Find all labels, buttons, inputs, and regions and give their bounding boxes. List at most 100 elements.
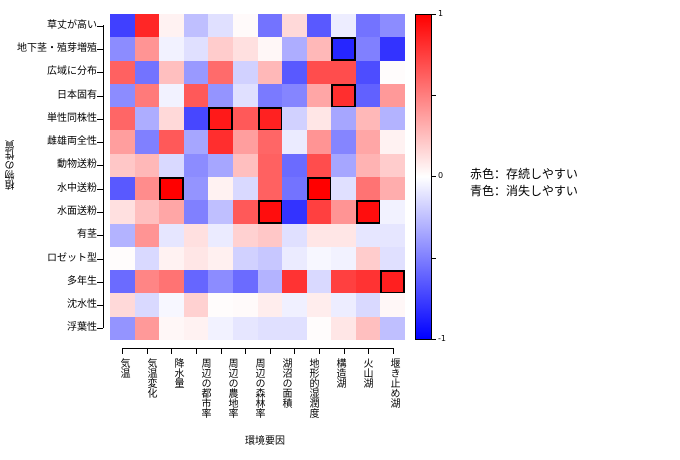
x-axis-tick	[245, 348, 247, 354]
heatmap-cell	[183, 60, 209, 85]
x-axis-label: 堰き止め湖	[388, 358, 399, 408]
heatmap-cell	[355, 177, 381, 201]
heatmap-cell	[134, 107, 160, 131]
heatmap-cell	[183, 270, 209, 294]
heatmap-cell	[306, 83, 332, 108]
colorbar-label-mid: 0	[438, 171, 444, 180]
heatmap-cell	[331, 37, 357, 62]
x-axis-label: 周辺の森林率	[253, 358, 264, 418]
heatmap-cell	[306, 246, 332, 271]
heatmap-cell	[110, 153, 136, 178]
y-axis-tick	[97, 305, 103, 307]
heatmap-cell	[355, 293, 381, 318]
heatmap-cell	[282, 107, 308, 131]
heatmap-cell	[380, 107, 406, 131]
y-axis-tick	[97, 118, 103, 120]
heatmap-cell	[380, 223, 406, 248]
heatmap-cell	[282, 177, 308, 201]
heatmap-cell	[159, 130, 185, 155]
heatmap-cell	[110, 177, 136, 201]
heatmap-cell	[306, 130, 332, 155]
heatmap-cell	[282, 293, 308, 318]
heatmap-cell	[183, 107, 209, 131]
x-axis-tick	[343, 348, 345, 354]
y-axis-label: 日本固有	[57, 89, 97, 101]
heatmap-cell	[183, 14, 209, 38]
heatmap-cell	[208, 130, 234, 155]
y-axis-label: 地下茎・殖芽増殖	[17, 42, 97, 54]
y-axis-tick	[97, 72, 103, 74]
x-axis-tick	[294, 348, 296, 354]
y-axis-tick	[97, 165, 103, 167]
heatmap-cell	[306, 316, 332, 341]
heatmap-cell	[380, 130, 406, 155]
x-axis-tick	[319, 348, 321, 354]
heatmap-cell	[159, 316, 185, 341]
heatmap-cell	[306, 293, 332, 318]
heatmap-cell	[232, 153, 258, 178]
heatmap-cell	[183, 153, 209, 178]
heatmap-cell	[208, 246, 234, 271]
heatmap-cell	[380, 60, 406, 85]
heatmap-cell	[355, 246, 381, 271]
x-axis-tick	[122, 348, 123, 354]
x-axis-label: 火山湖	[361, 358, 372, 388]
heatmap-cell	[282, 14, 308, 38]
heatmap-cell	[208, 200, 234, 225]
heatmap-cell	[134, 83, 160, 108]
heatmap-cell	[257, 270, 283, 294]
heatmap-cell	[159, 177, 185, 201]
heatmap-cell	[380, 293, 406, 318]
heatmap-cell	[110, 223, 136, 248]
y-axis-tick	[97, 48, 103, 50]
heatmap-cell	[208, 83, 234, 108]
y-axis-tick	[97, 328, 103, 330]
heatmap-cell	[110, 270, 136, 294]
heatmap-cell	[380, 14, 406, 38]
heatmap-cell	[355, 153, 381, 178]
legend-blue: 青色：消失しやすい	[470, 184, 578, 198]
heatmap-cell	[134, 14, 160, 38]
heatmap-cell	[257, 107, 283, 131]
heatmap-cell	[257, 130, 283, 155]
legend: 赤色：存続しやすい 青色：消失しやすい	[470, 166, 578, 200]
heatmap-cell	[134, 130, 160, 155]
heatmap-cell	[159, 200, 185, 225]
x-axis-label: 気温	[118, 358, 129, 378]
heatmap-cell	[306, 270, 332, 294]
heatmap-cell	[331, 246, 357, 271]
heatmap-cell	[134, 37, 160, 62]
heatmap-cell	[110, 130, 136, 155]
heatmap-cell	[306, 107, 332, 131]
heatmap-cell	[232, 83, 258, 108]
heatmap-cell	[159, 83, 185, 108]
heatmap-cell	[232, 177, 258, 201]
heatmap-cell	[355, 37, 381, 62]
heatmap-cell	[306, 14, 332, 38]
heatmap-cell	[380, 37, 406, 62]
heatmap-cell	[380, 177, 406, 201]
heatmap-cell	[355, 83, 381, 108]
y-axis-label: 草丈が高い	[47, 19, 97, 31]
heatmap-cell	[331, 177, 357, 201]
heatmap-cell	[208, 60, 234, 85]
x-axis-tick	[146, 348, 148, 354]
x-axis-label: 地形的湿潤度	[307, 358, 318, 418]
heatmap-cell	[232, 316, 258, 341]
heatmap-cell	[282, 270, 308, 294]
heatmap-cell	[208, 107, 234, 131]
heatmap-cell	[110, 293, 136, 318]
heatmap-cell	[183, 223, 209, 248]
heatmap-cell	[257, 60, 283, 85]
y-axis-tick	[97, 188, 103, 190]
y-axis-label: 多年生	[67, 275, 97, 287]
y-axis-label: 水面送粉	[57, 205, 97, 217]
heatmap-cell	[355, 316, 381, 341]
heatmap-cell	[355, 130, 381, 155]
x-axis-tick	[368, 348, 370, 354]
heatmap-cell	[134, 153, 160, 178]
y-axis-label: 広域に分布	[47, 66, 97, 78]
colorbar-tick-top	[432, 14, 436, 15]
heatmap-cell	[232, 270, 258, 294]
y-axis-label: 水中送粉	[57, 182, 97, 194]
